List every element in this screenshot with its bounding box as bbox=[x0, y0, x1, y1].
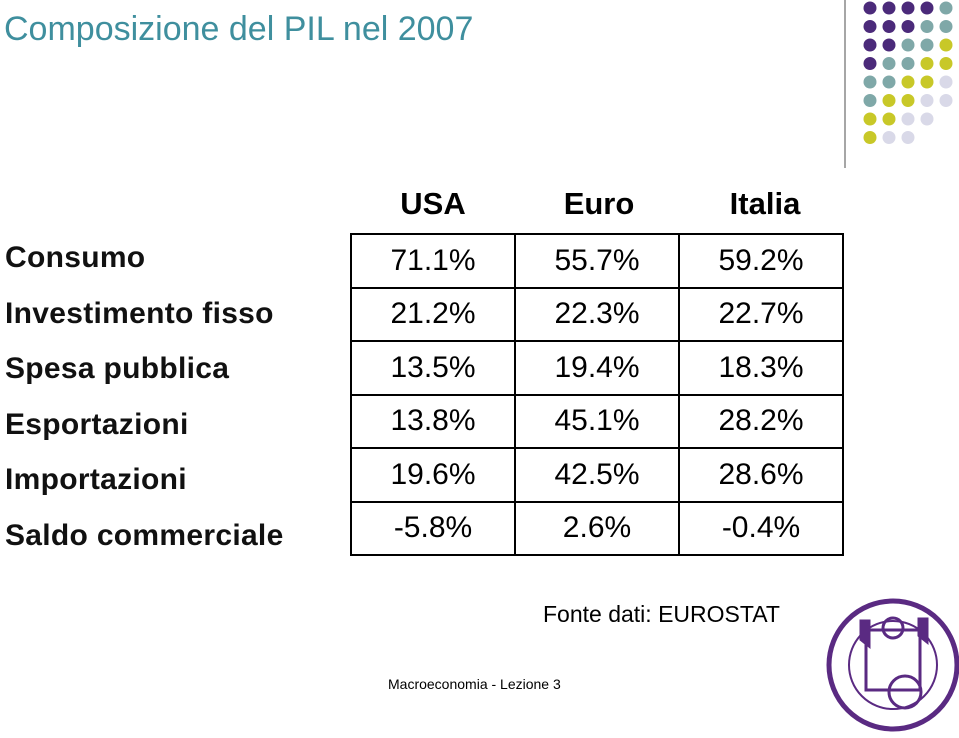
dot-pattern bbox=[863, 1, 953, 144]
dot bbox=[901, 38, 915, 52]
dot bbox=[920, 38, 934, 52]
row-label: Esportazioni bbox=[5, 407, 189, 441]
footer: Macroeconomia - Lezione 3 bbox=[388, 676, 561, 692]
table-row: 19.6% 42.5% 28.6% bbox=[350, 447, 844, 503]
dot bbox=[863, 131, 877, 144]
row-label: Consumo bbox=[5, 241, 146, 274]
dot bbox=[901, 75, 915, 89]
data-table: 71.1% 55.7% 59.2% 21.2% 22.3% 22.7% 13.5% 19.4%… bbox=[350, 233, 844, 556]
table-row: 13.8% 45.1% 28.2% bbox=[350, 393, 844, 449]
dot bbox=[863, 38, 877, 52]
table-row: 71.1% 55.7% 59.2% bbox=[350, 233, 844, 289]
row-label: Spesa pubblica bbox=[5, 352, 230, 386]
dot bbox=[901, 94, 915, 107]
dot bbox=[939, 75, 953, 89]
table-cell: 18.3% bbox=[678, 340, 844, 396]
table-cell: 19.4% bbox=[514, 340, 680, 396]
dot bbox=[863, 1, 877, 15]
row-label: Importazioni bbox=[5, 463, 187, 497]
table-cell: 55.7% bbox=[514, 233, 680, 289]
table-row: 13.5% 19.4% 18.3% bbox=[350, 340, 844, 396]
column-header: USA bbox=[400, 186, 466, 221]
table-cell: -5.8% bbox=[350, 500, 516, 556]
dot bbox=[939, 20, 953, 33]
dot bbox=[882, 112, 896, 126]
table-cell: 28.2% bbox=[678, 393, 844, 449]
dot bbox=[882, 75, 896, 89]
slide-title: Composizione del PIL nel 2007 bbox=[4, 10, 474, 48]
dot bbox=[863, 20, 877, 33]
column-header: Italia bbox=[729, 186, 801, 221]
dot bbox=[863, 112, 877, 126]
table-cell: 13.5% bbox=[350, 340, 516, 396]
dot bbox=[863, 94, 877, 107]
dot bbox=[882, 94, 896, 107]
table-cell: 21.2% bbox=[350, 286, 516, 342]
dot bbox=[920, 75, 934, 89]
table-cell: 19.6% bbox=[350, 447, 516, 503]
row-label: Saldo commerciale bbox=[5, 519, 284, 552]
dot bbox=[863, 75, 877, 89]
dot bbox=[901, 20, 915, 33]
dot bbox=[920, 112, 934, 126]
table-cell: 45.1% bbox=[514, 393, 680, 449]
dot bbox=[901, 1, 915, 15]
dot bbox=[901, 57, 915, 70]
dot bbox=[939, 57, 953, 70]
table-cell: 22.3% bbox=[514, 286, 680, 342]
table-cell: 42.5% bbox=[514, 447, 680, 503]
dot bbox=[939, 1, 953, 15]
table-cell: 2.6% bbox=[514, 500, 680, 556]
table-cell: -0.4% bbox=[678, 500, 844, 556]
row-label: Investimento fisso bbox=[5, 296, 274, 330]
dot bbox=[920, 57, 934, 70]
table-row: 21.2% 22.3% 22.7% bbox=[350, 286, 844, 342]
dot bbox=[863, 57, 877, 70]
dot bbox=[920, 94, 934, 107]
dot bbox=[901, 131, 915, 144]
dot bbox=[939, 94, 953, 107]
dot bbox=[882, 1, 896, 15]
dot bbox=[882, 38, 896, 52]
table-cell: 59.2% bbox=[678, 233, 844, 289]
table-row: -5.8% 2.6% -0.4% bbox=[350, 500, 844, 556]
source-note: Fonte dati: EUROSTAT bbox=[543, 601, 780, 627]
column-header: Euro bbox=[563, 186, 635, 221]
table-cell: 71.1% bbox=[350, 233, 516, 289]
dot bbox=[882, 131, 896, 144]
dot bbox=[920, 1, 934, 15]
dot bbox=[901, 112, 915, 126]
dot bbox=[920, 20, 934, 33]
dot bbox=[882, 57, 896, 70]
table-cell: 13.8% bbox=[350, 393, 516, 449]
dot bbox=[882, 20, 896, 33]
dot bbox=[939, 38, 953, 52]
university-seal bbox=[826, 598, 959, 732]
table-cell: 22.7% bbox=[678, 286, 844, 342]
table-cell: 28.6% bbox=[678, 447, 844, 503]
